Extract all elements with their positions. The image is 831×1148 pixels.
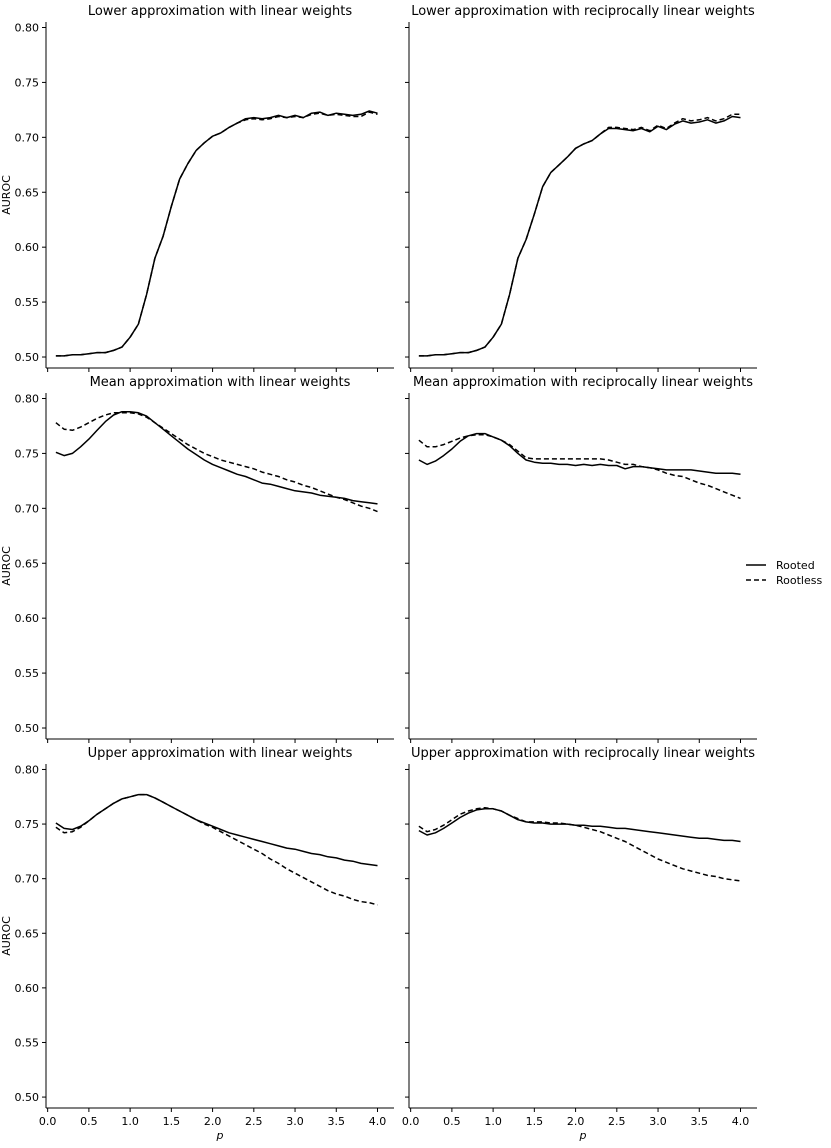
- y-tick-label: 0.65: [15, 927, 40, 940]
- chart-panel-1: Lower approximation with linear weights 0…: [0, 4, 394, 372]
- series-line-rooted: [55, 793, 378, 867]
- legend-entry-rooted: Rooted: [776, 559, 815, 572]
- y-tick-label: 0.60: [15, 612, 40, 625]
- x-tick-label: 2.0: [567, 1115, 585, 1128]
- series-line-rooted: [55, 110, 378, 357]
- x-tick-label: 4.0: [732, 1115, 750, 1128]
- panel-title: Mean approximation with reciprocally lin…: [413, 375, 753, 390]
- x-tick-label: 2.0: [204, 1115, 222, 1128]
- chart-panel-4: Mean approximation with reciprocally lin…: [405, 375, 757, 743]
- x-axis-label: p: [216, 1129, 224, 1142]
- chart-panel-2: Lower approximation with reciprocally li…: [405, 4, 757, 372]
- series-line-rootless: [55, 111, 378, 357]
- y-tick-label: 0.75: [15, 818, 40, 831]
- x-tick-label: 3.5: [328, 1115, 346, 1128]
- y-tick-label: 0.70: [15, 131, 40, 144]
- series-line-rootless: [418, 433, 741, 500]
- y-tick-label: 0.75: [15, 76, 40, 89]
- x-tick-label: 0.0: [39, 1115, 57, 1128]
- series-line-rooted: [418, 808, 741, 843]
- y-tick-label: 0.80: [15, 21, 40, 34]
- x-tick-label: 3.0: [649, 1115, 667, 1128]
- y-tick-label: 0.70: [15, 873, 40, 886]
- series-line-rootless: [418, 113, 741, 357]
- panel-title: Lower approximation with linear weights: [88, 4, 353, 19]
- series-line-rootless: [55, 793, 378, 906]
- x-tick-label: 3.5: [691, 1115, 709, 1128]
- y-tick-label: 0.65: [15, 186, 40, 199]
- series-line-rootless: [55, 412, 378, 513]
- y-tick-label: 0.80: [15, 763, 40, 776]
- x-tick-label: 0.5: [443, 1115, 461, 1128]
- y-tick-label: 0.55: [15, 296, 40, 309]
- x-axis-label: p: [579, 1129, 587, 1142]
- series-line-rooted: [55, 410, 378, 505]
- panel-title: Upper approximation with reciprocally li…: [411, 746, 755, 761]
- chart-panels: Lower approximation with linear weights 0…: [0, 4, 757, 1142]
- y-tick-label: 0.55: [15, 1036, 40, 1049]
- x-tick-label: 2.5: [608, 1115, 626, 1128]
- x-tick-label: 3.0: [286, 1115, 304, 1128]
- chart-panel-6: Upper approximation with reciprocally li…: [402, 746, 757, 1142]
- x-tick-label: 1.5: [163, 1115, 181, 1128]
- x-tick-label: 1.5: [526, 1115, 544, 1128]
- series-line-rooted: [418, 432, 741, 476]
- x-tick-label: 2.5: [245, 1115, 263, 1128]
- legend-entry-rootless: Rootless: [776, 574, 822, 587]
- panel-title: Upper approximation with linear weights: [88, 746, 353, 761]
- y-tick-label: 0.70: [15, 502, 40, 515]
- y-tick-label: 0.65: [15, 557, 40, 570]
- y-tick-label: 0.50: [15, 351, 40, 364]
- series-line-rootless: [418, 806, 741, 882]
- series-line-rooted: [418, 115, 741, 357]
- y-tick-label: 0.75: [15, 447, 40, 460]
- panel-title: Lower approximation with reciprocally li…: [411, 4, 755, 19]
- y-tick-label: 0.50: [15, 722, 40, 735]
- legend: Rooted Rootless: [746, 559, 822, 587]
- y-tick-label: 0.60: [15, 241, 40, 254]
- chart-panel-5: Upper approximation with linear weights 0…: [0, 746, 394, 1142]
- chart-panel-3: Mean approximation with linear weights 0.…: [0, 375, 394, 743]
- y-axis-label: AUROC: [0, 916, 13, 956]
- x-tick-label: 4.0: [369, 1115, 387, 1128]
- x-tick-label: 1.0: [484, 1115, 502, 1128]
- y-tick-label: 0.60: [15, 982, 40, 995]
- panel-title: Mean approximation with linear weights: [90, 375, 351, 390]
- y-tick-label: 0.80: [15, 392, 40, 405]
- y-tick-label: 0.55: [15, 667, 40, 680]
- x-tick-label: 0.0: [402, 1115, 420, 1128]
- y-tick-label: 0.50: [15, 1091, 40, 1104]
- y-axis-label: AUROC: [0, 175, 13, 215]
- x-tick-label: 0.5: [80, 1115, 98, 1128]
- y-axis-label: AUROC: [0, 546, 13, 586]
- x-tick-label: 1.0: [121, 1115, 139, 1128]
